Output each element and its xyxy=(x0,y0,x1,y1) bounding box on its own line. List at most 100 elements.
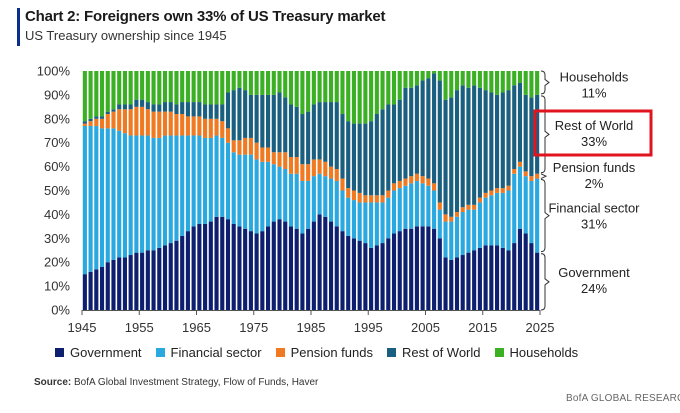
bar-financial-sector xyxy=(317,173,322,215)
bar-pension-funds xyxy=(334,168,339,181)
bar-households xyxy=(306,71,311,112)
bar-households xyxy=(128,71,133,105)
bar-government xyxy=(346,235,351,310)
bar-households xyxy=(317,71,322,103)
bar-government xyxy=(351,238,356,310)
bar-government xyxy=(495,245,500,310)
bar-rest-of-world xyxy=(432,73,437,184)
y-tick-label: 30% xyxy=(44,231,70,246)
bar-rest-of-world xyxy=(168,102,173,112)
bar-financial-sector xyxy=(105,128,110,263)
bar-pension-funds xyxy=(288,157,294,174)
bar-rest-of-world xyxy=(380,109,385,196)
annotation-value-rest-of-world: 33% xyxy=(581,134,607,149)
bar-government xyxy=(317,214,322,310)
bar-households xyxy=(237,71,242,88)
bar-financial-sector xyxy=(266,161,271,227)
annotation-value-households: 11% xyxy=(581,85,606,100)
bar-government xyxy=(340,231,345,310)
bar-rest-of-world xyxy=(323,102,328,162)
y-tick-label: 90% xyxy=(44,87,70,102)
bar-households xyxy=(334,71,339,103)
bar-rest-of-world xyxy=(151,104,156,112)
bar-pension-funds xyxy=(512,168,517,174)
bar-government xyxy=(443,257,448,310)
bar-government xyxy=(483,245,488,310)
bar-pension-funds xyxy=(208,118,213,138)
bar-government xyxy=(420,226,425,310)
x-tick-label: 1995 xyxy=(354,320,383,335)
bar-pension-funds xyxy=(162,111,168,136)
bar-households xyxy=(500,71,505,93)
bar-rest-of-world xyxy=(208,104,213,119)
bar-financial-sector xyxy=(260,161,265,232)
bar-rest-of-world xyxy=(454,90,460,213)
bar-financial-sector xyxy=(357,202,362,241)
bar-households xyxy=(472,71,477,86)
bar-government xyxy=(117,257,122,310)
bar-households xyxy=(351,71,356,124)
bar-government xyxy=(260,231,265,310)
bar-pension-funds xyxy=(105,114,110,129)
bar-pension-funds xyxy=(420,176,425,184)
bar-government xyxy=(140,252,145,310)
bar-financial-sector xyxy=(483,197,488,246)
bar-rest-of-world xyxy=(460,85,465,208)
bar-government xyxy=(157,247,162,310)
bar-rest-of-world xyxy=(203,104,208,119)
bar-rest-of-world xyxy=(517,82,523,162)
bar-government xyxy=(426,226,431,310)
bar-government xyxy=(391,233,397,310)
bar-households xyxy=(197,71,202,103)
bar-financial-sector xyxy=(397,188,402,232)
x-tick-label: 2025 xyxy=(526,320,555,335)
bar-households xyxy=(409,71,414,88)
legend-item-financial-sector: Financial sector xyxy=(155,345,262,360)
bar-rest-of-world xyxy=(266,94,271,148)
annotation-value-pension-funds: 2% xyxy=(585,176,604,191)
bar-households xyxy=(111,71,116,110)
bar-government xyxy=(266,226,271,310)
bar-financial-sector xyxy=(523,176,528,234)
bar-rest-of-world xyxy=(523,94,528,172)
bar-households xyxy=(300,71,305,115)
bar-financial-sector xyxy=(414,180,419,227)
bar-households xyxy=(535,71,540,95)
bar-rest-of-world xyxy=(220,104,225,122)
bar-rest-of-world xyxy=(346,121,351,189)
bar-households xyxy=(157,71,162,105)
bar-rest-of-world xyxy=(449,97,454,217)
bar-pension-funds xyxy=(157,111,162,138)
bar-government xyxy=(277,219,282,310)
bar-government xyxy=(231,223,236,310)
bar-pension-funds xyxy=(271,152,276,165)
bar-pension-funds xyxy=(328,166,334,179)
bar-pension-funds xyxy=(237,140,242,155)
legend-item-government: Government xyxy=(55,345,142,360)
bar-financial-sector xyxy=(432,190,437,229)
bar-financial-sector xyxy=(454,216,460,258)
bar-government xyxy=(523,233,528,310)
bar-rest-of-world xyxy=(512,85,517,169)
y-tick-label: 0% xyxy=(51,303,70,318)
bar-rest-of-world xyxy=(506,90,511,186)
bar-financial-sector xyxy=(99,128,105,267)
bar-financial-sector xyxy=(300,180,305,234)
bar-government xyxy=(128,255,133,310)
bar-financial-sector xyxy=(369,202,374,248)
bar-government xyxy=(403,228,408,310)
bar-pension-funds xyxy=(437,202,442,210)
bar-government xyxy=(243,228,248,310)
bar-rest-of-world xyxy=(237,87,242,141)
bar-rest-of-world xyxy=(180,102,185,115)
bar-households xyxy=(443,71,448,100)
bar-financial-sector xyxy=(443,221,448,258)
bar-households xyxy=(432,71,437,74)
bar-pension-funds xyxy=(523,171,528,177)
bar-households xyxy=(340,71,345,115)
bar-rest-of-world xyxy=(386,104,391,191)
bar-government xyxy=(363,243,368,310)
bar-pension-funds xyxy=(426,178,431,186)
bar-financial-sector xyxy=(477,202,482,248)
